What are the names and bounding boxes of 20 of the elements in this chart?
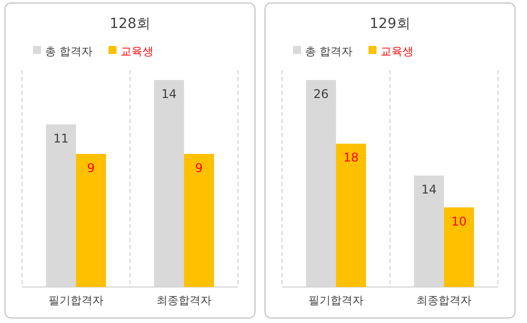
legend-label: 총 합격자 [305, 45, 352, 58]
data-label: 26 [313, 87, 329, 101]
data-label: 14 [161, 87, 177, 101]
legend-label: 총 합격자 [45, 45, 92, 58]
bar [444, 207, 474, 287]
data-label: 10 [451, 214, 467, 228]
x-tick-label: 최종합격자 [156, 294, 212, 307]
x-tick-label: 필기합격자 [308, 294, 364, 307]
legend-label: 교육생 [380, 45, 414, 58]
data-label: 11 [53, 131, 69, 146]
chart-title: 129회 [370, 16, 410, 32]
x-tick-label: 필기합격자 [48, 294, 104, 307]
data-label: 14 [421, 182, 437, 197]
bar [336, 144, 366, 287]
chart-title: 128회 [110, 16, 150, 32]
legend-label: 교육생 [120, 45, 154, 58]
data-label: 18 [343, 150, 359, 165]
data-label: 9 [87, 160, 95, 175]
data-label: 9 [195, 160, 203, 175]
x-tick-label: 최종합격자 [416, 294, 472, 307]
